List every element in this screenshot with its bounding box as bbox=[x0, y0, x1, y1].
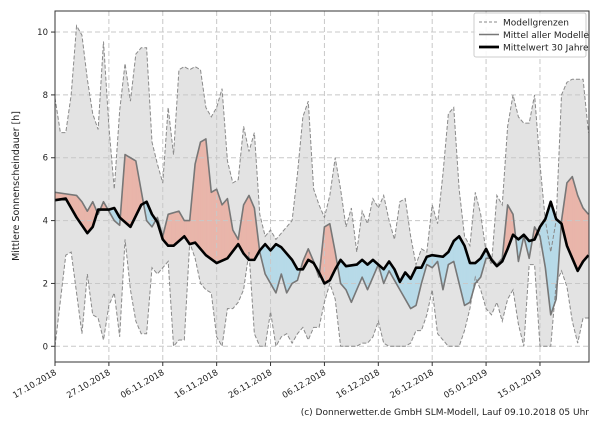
y-tick-label: 10 bbox=[37, 28, 48, 38]
above-normal-fill bbox=[572, 177, 575, 265]
above-normal-fill bbox=[203, 139, 206, 255]
footer-credit: (c) Donnerwetter.de GmbH SLM-Modell, Lau… bbox=[301, 408, 590, 418]
above-normal-fill bbox=[200, 140, 203, 252]
above-normal-fill bbox=[578, 195, 581, 270]
y-axis-label: Mittlere Sonnenscheindauer [h] bbox=[11, 111, 22, 261]
above-normal-fill bbox=[225, 199, 228, 260]
x-tick-label: 26.11.2018 bbox=[227, 368, 274, 401]
x-tick-label: 05.01.2019 bbox=[442, 368, 489, 401]
above-normal-fill bbox=[125, 155, 128, 225]
above-normal-fill bbox=[176, 211, 179, 243]
above-normal-fill bbox=[168, 214, 171, 246]
above-normal-fill bbox=[583, 208, 586, 261]
above-normal-fill bbox=[130, 158, 133, 227]
below-normal-fill bbox=[287, 254, 290, 293]
above-normal-fill bbox=[586, 211, 589, 258]
x-tick-label: 16.12.2018 bbox=[335, 368, 382, 401]
above-normal-fill bbox=[570, 177, 573, 259]
y-tick-label: 4 bbox=[43, 217, 48, 227]
above-normal-fill bbox=[219, 197, 222, 262]
below-normal-fill bbox=[273, 244, 276, 293]
above-normal-fill bbox=[244, 200, 247, 257]
legend-label-30yr-mean: Mittelwert 30 Jahre bbox=[503, 44, 589, 54]
above-normal-fill bbox=[222, 202, 225, 261]
x-tick-label: 06.11.2018 bbox=[119, 368, 166, 401]
above-normal-fill bbox=[246, 195, 249, 259]
x-tick-label: 26.12.2018 bbox=[389, 368, 436, 401]
y-tick-label: 6 bbox=[43, 154, 48, 164]
x-tick-label: 27.10.2018 bbox=[65, 368, 112, 401]
above-normal-fill bbox=[133, 159, 136, 221]
legend: Modellgrenzen Mittel aller Modelle Mitte… bbox=[474, 13, 589, 57]
below-normal-fill bbox=[551, 202, 554, 315]
above-normal-fill bbox=[327, 224, 330, 282]
y-tick-label: 8 bbox=[43, 91, 48, 101]
above-normal-fill bbox=[575, 186, 578, 271]
x-tick-label: 06.12.2018 bbox=[281, 368, 328, 401]
legend-label-bounds: Modellgrenzen bbox=[503, 19, 569, 29]
x-tick-label: 16.11.2018 bbox=[173, 368, 220, 401]
above-normal-fill bbox=[249, 195, 252, 259]
y-tick-label: 2 bbox=[43, 279, 48, 289]
y-tick-label: 0 bbox=[43, 342, 48, 352]
x-tick-label: 17.10.2018 bbox=[11, 368, 58, 401]
x-tick-label: 15.01.2019 bbox=[496, 368, 543, 401]
above-normal-fill bbox=[128, 156, 131, 227]
above-normal-fill bbox=[580, 202, 583, 266]
above-normal-fill bbox=[171, 213, 174, 246]
above-normal-fill bbox=[567, 180, 570, 252]
legend-label-model-mean: Mittel aller Modelle bbox=[503, 31, 589, 41]
above-normal-fill bbox=[174, 212, 177, 246]
above-normal-fill bbox=[211, 191, 214, 261]
